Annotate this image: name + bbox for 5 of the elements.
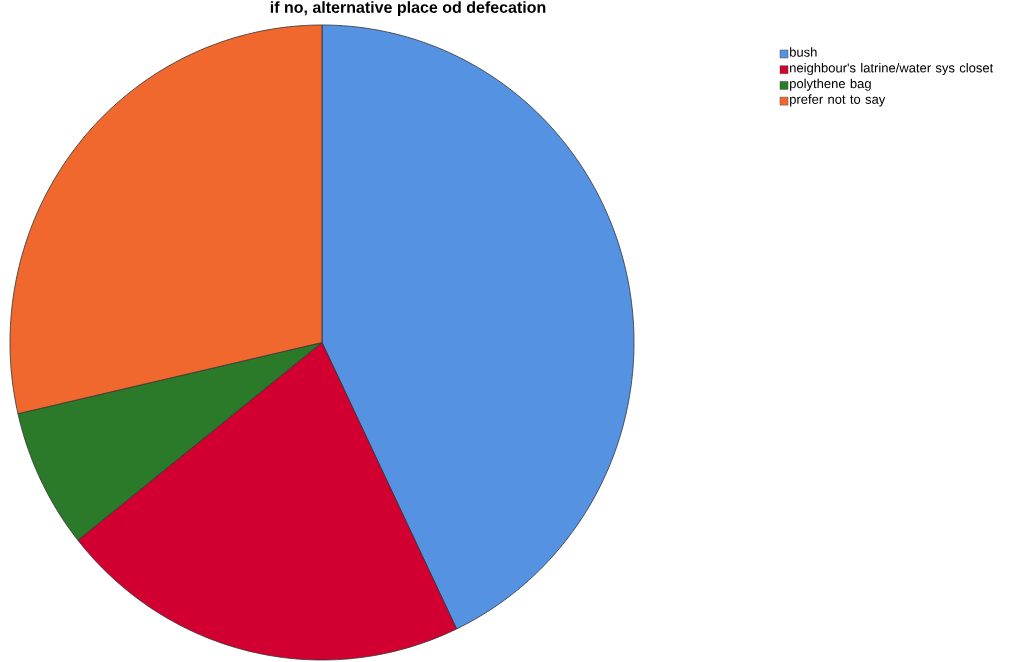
chart-title: if no, alternative place od defecation xyxy=(270,1,546,17)
legend-label: polythene bag xyxy=(790,78,871,91)
legend-label: bush xyxy=(790,47,817,57)
legend-label: neighbour's latrine/water sys closet xyxy=(790,62,994,76)
legend-label: prefer not to say xyxy=(790,94,886,107)
